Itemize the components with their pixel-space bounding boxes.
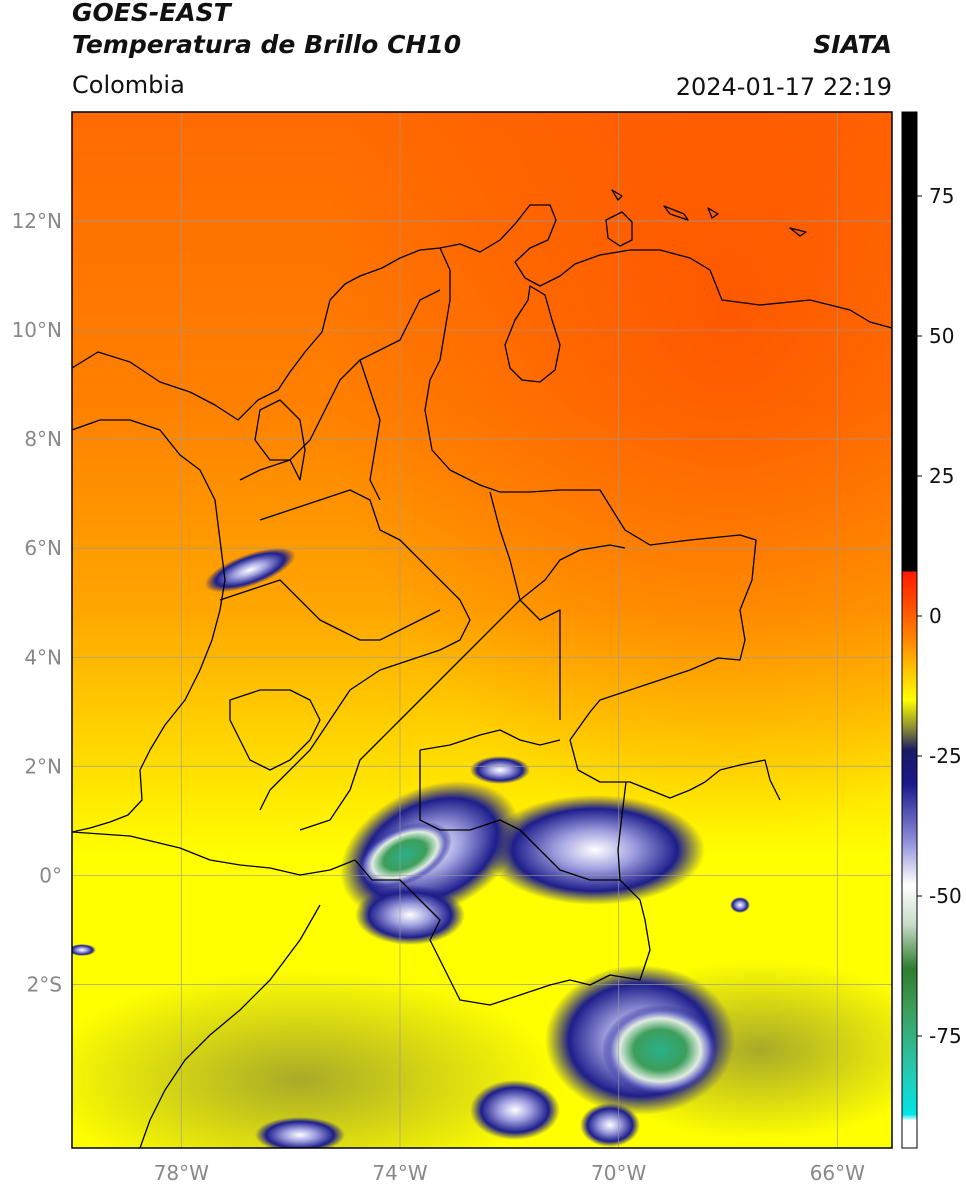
- border-departments-b: [259, 489, 471, 811]
- title-line-1: GOES-EAST: [72, 0, 231, 27]
- lat-tick-label: 0°: [39, 863, 62, 887]
- lat-tick-label: 2°S: [27, 972, 62, 996]
- brightness-temperature-field: [72, 112, 892, 1148]
- cloud-cell: [358, 821, 452, 889]
- coastline-caribbean: [72, 204, 892, 421]
- border-departments-f: [419, 750, 620, 881]
- lon-tick-label: 78°W: [154, 1161, 209, 1185]
- cloud-cell: [470, 1080, 560, 1140]
- border-departments-d: [489, 491, 561, 720]
- lat-tick-label: 4°N: [24, 645, 62, 669]
- gridlines: [72, 112, 892, 1148]
- colorbar-tick-label: 25: [929, 464, 954, 488]
- longitude-tick-labels: 78°W 74°W 70°W 66°W: [154, 1161, 865, 1185]
- coastlines-and-borders: [72, 189, 892, 1148]
- lon-tick-label: 70°W: [591, 1161, 646, 1185]
- colorbar-tick-label: 75: [929, 184, 954, 208]
- title-line-2: Temperatura de Brillo CH10: [72, 30, 462, 59]
- cloud-cell: [470, 756, 530, 784]
- cloud-cell: [580, 1103, 640, 1147]
- border-colombia-peru: [354, 781, 651, 1006]
- coastline-lake-maracaibo: [504, 285, 561, 383]
- colorbar-tick-label: 50: [929, 324, 954, 348]
- colorbar-tick-label: -50: [929, 884, 962, 908]
- coastline-pacific: [72, 419, 226, 833]
- border-departments-g: [229, 689, 321, 771]
- border-colombia-brazil: [569, 739, 781, 801]
- colorbar-tick-label: -75: [929, 1024, 962, 1048]
- lat-tick-label: 2°N: [24, 754, 62, 778]
- border-departments-h: [359, 359, 381, 501]
- region-label: Colombia: [72, 71, 185, 99]
- cloud-cell: [204, 547, 296, 593]
- border-colombia-venezuela: [424, 247, 757, 741]
- cloud-cell: [355, 885, 465, 945]
- border-departments-e: [419, 729, 561, 751]
- lon-tick-label: 74°W: [372, 1161, 427, 1185]
- lon-tick-label: 66°W: [810, 1161, 865, 1185]
- timestamp-label: 2024-01-17 22:19: [675, 73, 892, 101]
- lat-tick-label: 8°N: [24, 427, 62, 451]
- colorbar: [901, 111, 918, 1149]
- cloud-cell: [72, 944, 96, 956]
- colorbar-tick-label: -25: [929, 744, 962, 768]
- cloud-cell: [255, 1117, 345, 1148]
- border-interior: [299, 544, 626, 831]
- cloud-cell: [485, 795, 705, 905]
- lat-tick-label: 6°N: [24, 536, 62, 560]
- border-colombia-ecuador: [72, 831, 356, 876]
- border-departments-i: [254, 399, 306, 481]
- lat-tick-label: 10°N: [12, 318, 62, 342]
- islands-aruba-curacao: [605, 189, 807, 247]
- lat-tick-label: 12°N: [12, 209, 62, 233]
- border-departments-c: [219, 579, 441, 641]
- coastline-peru-ecuador: [139, 904, 321, 1148]
- latitude-tick-labels: 12°N 10°N 8°N 6°N 4°N 2°N 0° 2°S: [12, 209, 62, 996]
- cloud-cell: [602, 1005, 718, 1095]
- map-frame: [71, 111, 893, 1149]
- colorbar-tick-label: 0: [929, 604, 942, 628]
- cloud-cell: [730, 897, 750, 913]
- organization-label: SIATA: [813, 30, 892, 59]
- colorbar-tick-labels: 75 50 25 0 -25 -50 -75: [917, 184, 962, 1048]
